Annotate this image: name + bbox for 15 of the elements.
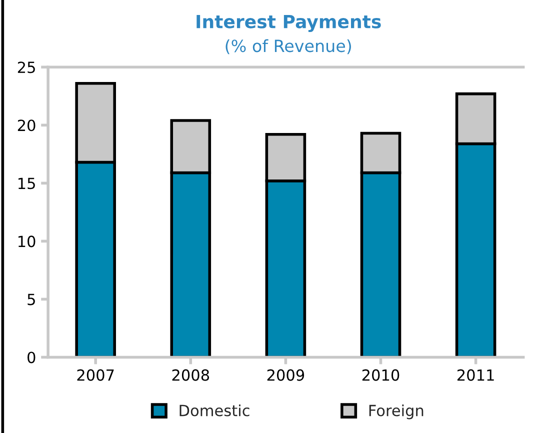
x-tick-label: 2009 (267, 369, 304, 381)
legend-label: Domestic (180, 404, 250, 416)
y-tick-label: 10 (18, 236, 36, 248)
x-tick-label: 2008 (172, 369, 210, 381)
y-tick-label: 20 (18, 120, 36, 132)
x-tick-label: 2007 (77, 369, 114, 381)
y-tick-label: 0 (28, 352, 36, 364)
chart-title: Interest Payments (196, 14, 381, 32)
x-tick-label: 2010 (362, 369, 400, 381)
y-tick-label: 25 (18, 62, 35, 74)
y-tick-label: 15 (18, 178, 35, 190)
x-tick-label: 2011 (457, 369, 494, 381)
y-tick-label: 5 (28, 294, 35, 306)
chart-subtitle: (% of Revenue) (226, 39, 351, 54)
legend-label: Foreign (369, 404, 424, 420)
